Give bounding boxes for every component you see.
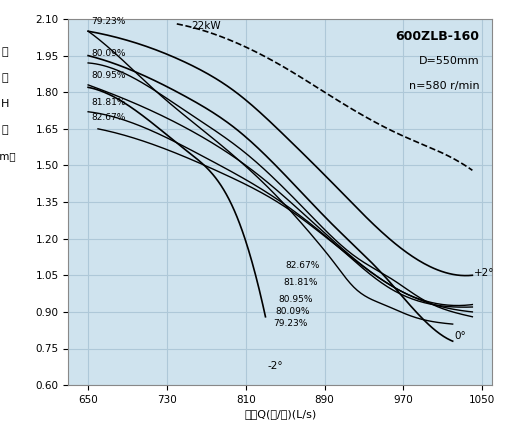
Text: -2°: -2° bbox=[267, 361, 283, 371]
Text: 80.95%: 80.95% bbox=[278, 295, 313, 304]
Text: 79.23%: 79.23% bbox=[273, 319, 308, 328]
Text: 82.67%: 82.67% bbox=[285, 261, 319, 270]
Text: n=580 r/min: n=580 r/min bbox=[409, 81, 479, 91]
Text: 0°: 0° bbox=[455, 331, 467, 341]
Text: 程: 程 bbox=[2, 73, 8, 83]
Text: （m）: （m） bbox=[0, 151, 16, 161]
Text: 80.09%: 80.09% bbox=[275, 307, 310, 316]
Text: 米: 米 bbox=[2, 125, 8, 135]
Text: 扬: 扬 bbox=[2, 47, 8, 57]
Text: H: H bbox=[1, 99, 9, 109]
Text: 79.23%: 79.23% bbox=[91, 17, 125, 26]
Text: 80.95%: 80.95% bbox=[91, 71, 126, 80]
Text: 82.67%: 82.67% bbox=[91, 112, 125, 122]
X-axis label: 流量Q(升/秒)(L/s): 流量Q(升/秒)(L/s) bbox=[244, 409, 316, 419]
Text: 81.81%: 81.81% bbox=[283, 278, 318, 287]
Text: 22kW: 22kW bbox=[192, 21, 221, 31]
Text: +2°: +2° bbox=[474, 268, 495, 278]
Text: D=550mm: D=550mm bbox=[419, 56, 479, 66]
Text: 600ZLB-160: 600ZLB-160 bbox=[396, 30, 479, 43]
Text: 81.81%: 81.81% bbox=[91, 98, 126, 107]
Text: 80.09%: 80.09% bbox=[91, 49, 126, 58]
